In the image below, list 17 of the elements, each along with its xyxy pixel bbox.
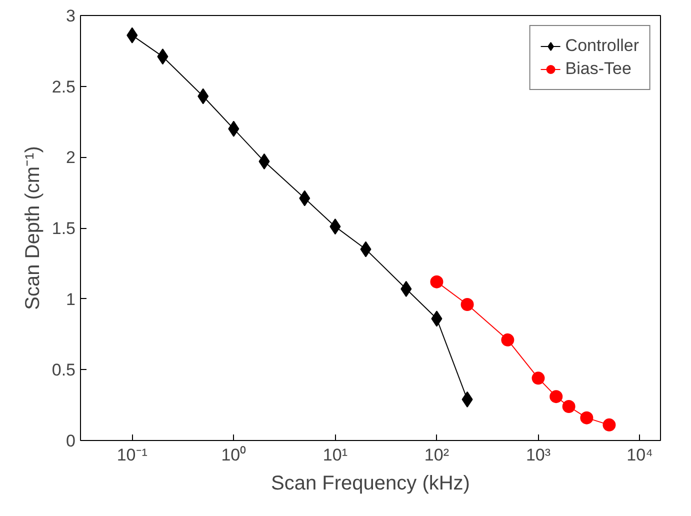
y-axis-title: Scan Depth (cm⁻¹) xyxy=(22,146,44,310)
x-tick-label: 10⁻¹ xyxy=(116,446,148,464)
x-axis-title: Scan Frequency (kHz) xyxy=(271,472,470,494)
x-tick-label: 10² xyxy=(424,446,450,464)
y-tick-label: 3 xyxy=(66,6,76,26)
legend-label: Bias-Tee xyxy=(565,59,632,79)
legend-label: Controller xyxy=(565,36,639,56)
y-tick-label: 0 xyxy=(66,432,76,450)
y-tick-label: 1.5 xyxy=(52,219,76,238)
x-tick-label: 10⁰ xyxy=(221,446,246,464)
x-tick-label: 10¹ xyxy=(322,446,348,464)
y-tick-label: 1 xyxy=(66,290,76,309)
y-tick-label: 0.5 xyxy=(52,360,76,380)
y-tick-label: 2 xyxy=(66,148,76,168)
x-tick-label: 10⁴ xyxy=(626,446,653,464)
y-tick-label: 2.5 xyxy=(52,77,76,96)
x-tick-label: 10³ xyxy=(526,446,551,464)
